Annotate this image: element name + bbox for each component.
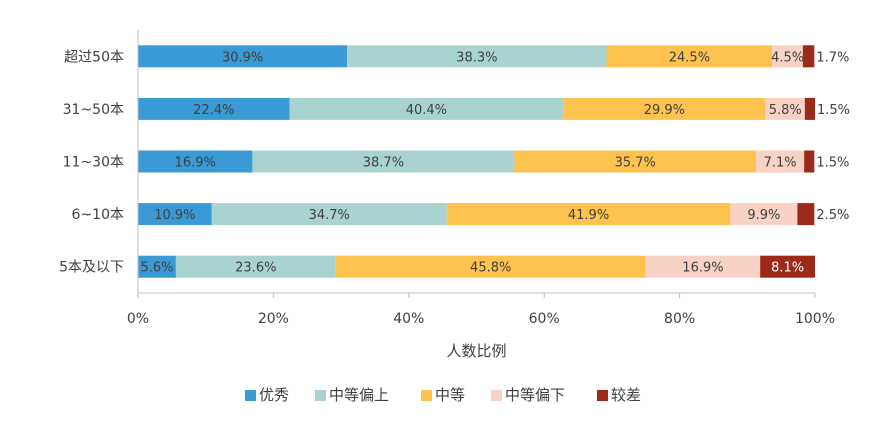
bar-segment — [335, 255, 646, 278]
bar-segment — [797, 203, 815, 226]
data-label: 41.9% — [568, 208, 609, 223]
bar-segment — [802, 45, 815, 68]
legend: 优秀 中等偏上 中等 中等偏下 较差 — [245, 386, 641, 404]
category-label: 6~10本 — [72, 207, 124, 223]
y-axis-categories: 超过50本 31~50本 11~30本 6~10本 5本及以下 — [59, 49, 124, 275]
x-tick-label: 0% — [127, 311, 149, 327]
legend-item: 优秀 — [245, 386, 289, 404]
category-label: 31~50本 — [63, 102, 124, 118]
bar-segment — [645, 255, 761, 278]
x-axis-title: 人数比例 — [446, 342, 506, 360]
data-label: 9.9% — [747, 208, 780, 223]
legend-item: 中等偏上 — [315, 386, 389, 404]
data-label: 23.6% — [235, 261, 276, 276]
bar-segment — [252, 150, 515, 173]
legend-swatch — [491, 390, 502, 401]
x-tick-label: 100% — [795, 311, 835, 327]
x-tick-label: 40% — [393, 311, 424, 327]
data-label: 16.9% — [682, 261, 723, 276]
bar-segment — [514, 150, 757, 173]
data-label: 34.7% — [309, 208, 350, 223]
data-label: 38.3% — [456, 50, 497, 65]
data-label: 1.5% — [817, 103, 850, 118]
x-tick-label: 80% — [664, 311, 695, 327]
legend-swatch — [245, 390, 256, 401]
bar-segment — [772, 45, 803, 68]
legend-item: 较差 — [597, 386, 641, 404]
x-axis-ticks: 0% 20% 40% 60% 80% 100% — [127, 293, 835, 327]
legend-label: 中等 — [435, 386, 465, 404]
bar-segment — [804, 97, 815, 120]
data-label: 1.5% — [816, 156, 849, 171]
bar-segment — [804, 150, 815, 173]
data-label: 5.8% — [769, 103, 802, 118]
x-tick-label: 60% — [529, 311, 560, 327]
category-label: 11~30本 — [63, 155, 124, 171]
data-label: 8.1% — [771, 261, 804, 276]
bar-segment — [760, 255, 815, 278]
plot-area: 30.9% 38.3% 24.5% 4.5% 1.7% 22.4% 40.4% 29.9% 5.… — [138, 45, 850, 278]
legend-swatch — [421, 390, 432, 401]
data-label: 35.7% — [615, 156, 656, 171]
bar-segment — [175, 255, 336, 278]
data-label: 16.9% — [175, 156, 216, 171]
legend-item: 中等 — [421, 386, 465, 404]
legend-label: 优秀 — [259, 386, 289, 404]
legend-label: 中等偏上 — [329, 386, 389, 404]
data-label: 4.5% — [771, 50, 804, 65]
bar-segment — [138, 150, 253, 173]
bar-segment — [347, 45, 607, 68]
data-label: 10.9% — [154, 208, 195, 223]
data-label: 30.9% — [222, 50, 263, 65]
x-tick-label: 20% — [258, 311, 289, 327]
bar-segment — [211, 203, 447, 226]
legend-item: 中等偏下 — [491, 386, 565, 404]
bar-segment — [756, 150, 805, 173]
bar-segment — [563, 97, 766, 120]
legend-label: 中等偏下 — [505, 386, 565, 404]
legend-label: 较差 — [611, 386, 641, 404]
bar-segment — [138, 45, 348, 68]
bar-segment — [138, 255, 176, 278]
category-label: 超过50本 — [64, 49, 124, 65]
data-label: 2.5% — [816, 208, 849, 223]
bar-segment — [138, 97, 290, 120]
bar-segment — [446, 203, 731, 226]
data-label: 1.7% — [816, 50, 849, 65]
data-label: 29.9% — [644, 103, 685, 118]
data-label: 38.7% — [363, 156, 404, 171]
bar-segment — [138, 203, 212, 226]
data-label: 45.8% — [470, 261, 511, 276]
legend-swatch — [597, 390, 608, 401]
bar-segment — [606, 45, 773, 68]
category-label: 5本及以下 — [59, 260, 124, 276]
data-label: 40.4% — [406, 103, 447, 118]
bar-segment — [765, 97, 805, 120]
bar-segment — [289, 97, 564, 120]
data-label: 7.1% — [764, 156, 797, 171]
data-label: 5.6% — [140, 261, 173, 276]
bar-segment — [730, 203, 798, 226]
data-label: 24.5% — [669, 50, 710, 65]
data-label: 22.4% — [193, 103, 234, 118]
legend-swatch — [315, 390, 326, 401]
